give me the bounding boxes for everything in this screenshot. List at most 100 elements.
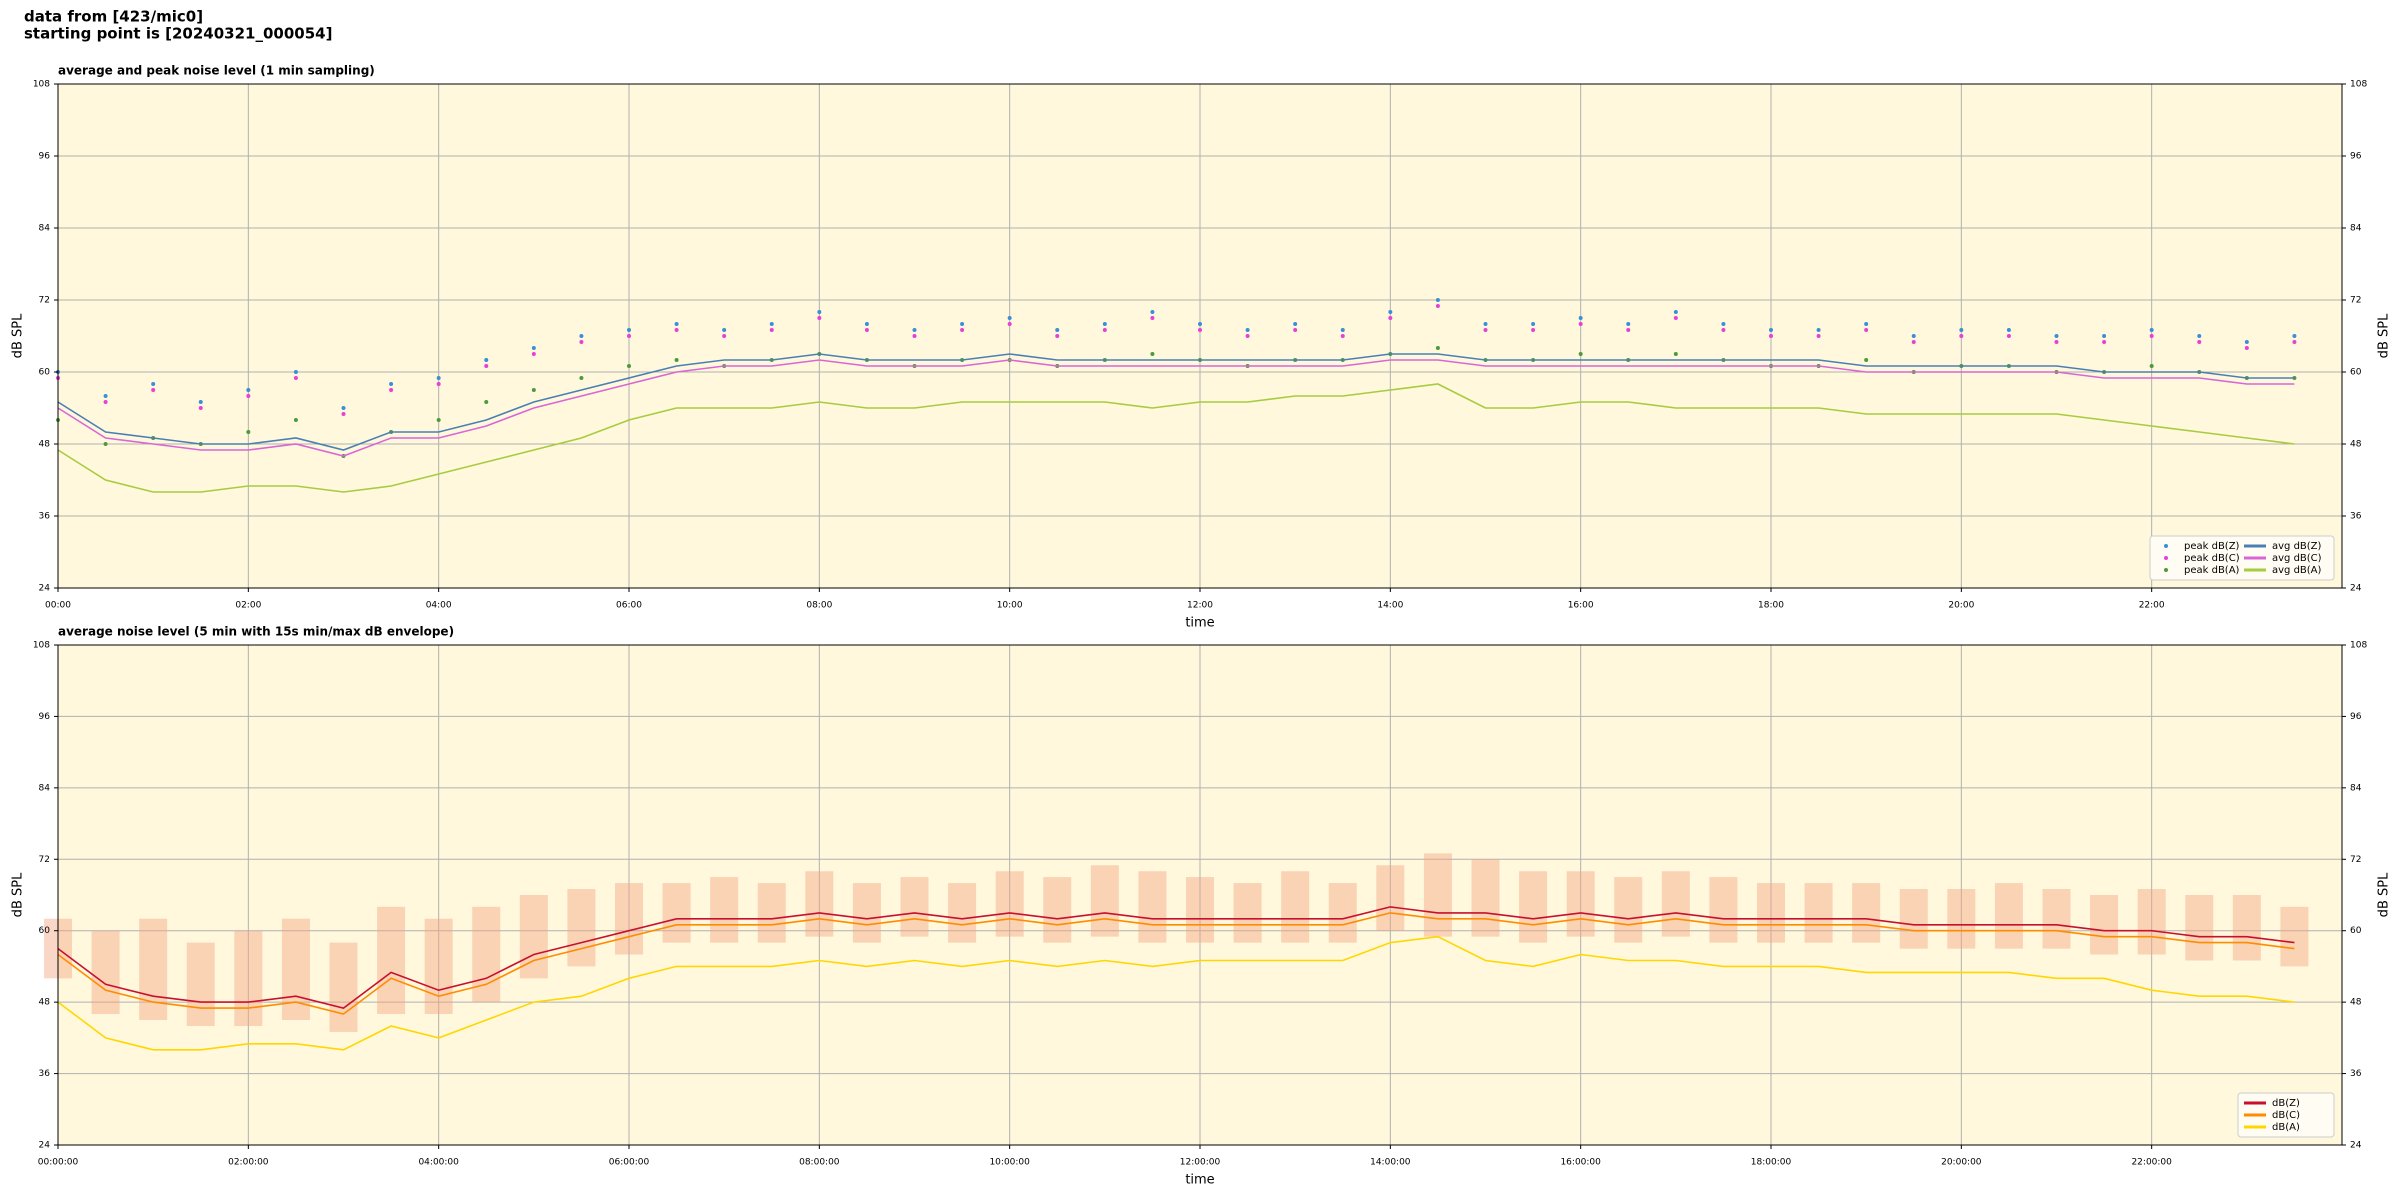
peak-dot — [246, 430, 251, 434]
x-tick-label: 12:00:00 — [1180, 1158, 1221, 1168]
peak-dot — [436, 382, 441, 386]
peak-dot — [1055, 334, 1060, 338]
peak-dot — [627, 364, 631, 368]
y2-axis-label: dB SPL — [2377, 313, 2392, 358]
x-tick-label: 16:00 — [1568, 601, 1594, 611]
peak-dot — [912, 334, 917, 338]
x-tick-label: 12:00 — [1187, 601, 1213, 611]
x-tick-label: 06:00 — [616, 601, 642, 611]
x-tick-label: 20:00:00 — [1941, 1158, 1982, 1168]
legend-label: peak dB(C) — [2184, 553, 2240, 564]
peak-dot — [1864, 358, 1869, 362]
legend-label: dB(A) — [2272, 1122, 2300, 1133]
peak-dot — [1150, 310, 1155, 314]
peak-dot — [2149, 334, 2154, 338]
y-tick-label: 96 — [39, 712, 51, 722]
peak-dot — [293, 418, 298, 422]
peak-dot — [627, 328, 631, 332]
y2-tick-label: 108 — [2350, 80, 2367, 90]
peak-dot — [484, 358, 489, 362]
peak-dot — [2292, 340, 2297, 344]
legend-label: peak dB(A) — [2184, 565, 2240, 576]
peak-dot — [1483, 328, 1488, 332]
legend-label: avg dB(A) — [2272, 565, 2322, 576]
peak-dot — [436, 418, 441, 422]
peak-dot — [1293, 322, 1298, 326]
y-tick-label: 36 — [39, 512, 51, 522]
peak-dot — [1673, 352, 1678, 356]
peak-dot — [912, 328, 917, 332]
x-tick-label: 04:00:00 — [418, 1158, 459, 1168]
y2-tick-label: 72 — [2350, 296, 2361, 306]
y-tick-label: 36 — [39, 1069, 51, 1079]
x-tick-label: 02:00 — [235, 601, 261, 611]
peak-dot — [1388, 310, 1393, 314]
peak-dot — [1150, 352, 1155, 356]
peak-dot — [531, 346, 536, 350]
peak-dot — [1721, 328, 1726, 332]
x-tick-label: 02:00:00 — [228, 1158, 269, 1168]
peak-dot — [1102, 322, 1107, 326]
x-tick-label: 22:00 — [2139, 601, 2165, 611]
peak-dot — [1531, 328, 1536, 332]
peak-dot — [1435, 298, 1440, 302]
peak-dot — [2244, 340, 2249, 344]
y-tick-label: 60 — [39, 368, 51, 378]
y-tick-label: 84 — [39, 224, 51, 234]
peak-dot — [2197, 340, 2202, 344]
x-tick-label: 10:00:00 — [989, 1158, 1030, 1168]
peak-dot — [674, 358, 679, 362]
peak-dot — [1673, 316, 1678, 320]
y2-tick-label: 24 — [2350, 1141, 2362, 1151]
y-tick-label: 108 — [33, 641, 50, 651]
x-axis-label: time — [1185, 616, 1214, 631]
legend-label: avg dB(Z) — [2272, 541, 2322, 552]
peak-dot — [1198, 322, 1202, 326]
y2-tick-label: 36 — [2350, 512, 2362, 522]
header-start: starting point is [20240321_000054] — [24, 25, 332, 43]
x-tick-label: 14:00:00 — [1370, 1158, 1411, 1168]
peak-dot — [341, 412, 346, 416]
peak-dot — [769, 328, 774, 332]
peak-dot — [579, 376, 584, 380]
peak-dot — [1578, 316, 1583, 320]
peak-dot — [1245, 334, 1250, 338]
peak-dot — [246, 394, 251, 398]
x-tick-label: 22:00:00 — [2131, 1158, 2172, 1168]
y2-tick-label: 96 — [2350, 152, 2362, 162]
peak-dot — [1911, 334, 1916, 338]
peak-dot — [531, 352, 536, 356]
series-line — [57, 906, 2295, 1009]
peak-dot — [293, 370, 298, 374]
peak-dot — [722, 328, 727, 332]
legend-box — [2149, 535, 2335, 581]
peak-dot — [2102, 334, 2107, 338]
peak-dot — [389, 388, 394, 392]
y-tick-label: 24 — [39, 1141, 51, 1151]
peak-dot — [293, 376, 298, 380]
peak-dot — [2006, 334, 2011, 338]
peak-dot — [769, 322, 774, 326]
peak-dot — [1340, 328, 1345, 332]
peak-dot — [817, 310, 822, 314]
peak-dot — [2054, 340, 2059, 344]
peak-dot — [1864, 328, 1869, 332]
peak-dot — [1626, 328, 1631, 332]
peak-dot — [341, 406, 346, 410]
x-tick-label: 18:00 — [1758, 601, 1784, 611]
y-tick-label: 96 — [39, 152, 51, 162]
peak-dot — [1816, 334, 1821, 338]
peak-dot — [2102, 340, 2107, 344]
legend-marker — [2164, 556, 2168, 560]
legend: dB(Z)dB(C)dB(A) — [2237, 1092, 2335, 1138]
peak-dot — [1911, 340, 1916, 344]
peak-dot — [1578, 322, 1583, 326]
x-tick-label: 18:00:00 — [1751, 1158, 1792, 1168]
peak-dot — [531, 388, 536, 392]
x-tick-label: 20:00 — [1948, 601, 1974, 611]
y-axis-label: dB SPL — [11, 313, 26, 358]
peak-dot — [1769, 334, 1773, 338]
y2-tick-label: 72 — [2350, 855, 2361, 865]
